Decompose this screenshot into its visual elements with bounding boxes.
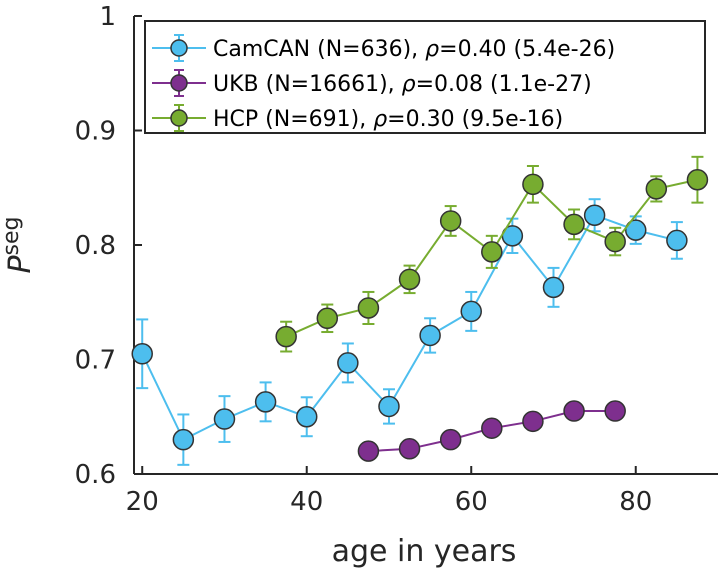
data-point — [357, 440, 380, 462]
legend-marker — [170, 39, 188, 57]
data-point — [337, 352, 359, 374]
legend-box — [144, 20, 706, 134]
legend-rho-symbol: ρ — [402, 72, 416, 97]
data-point — [481, 241, 503, 263]
y-axis-title: Pseg — [0, 216, 38, 273]
y-tick-label: 0.6 — [75, 460, 116, 490]
y-axis-title-main: P — [3, 255, 38, 274]
data-point — [522, 173, 544, 196]
legend-marker — [170, 74, 188, 92]
legend-series-name: CamCAN (N=636), — [213, 37, 425, 62]
data-point — [563, 213, 585, 236]
y-tick-label: 1 — [99, 2, 116, 32]
legend-stat: =0.40 (5.4e-26) — [439, 37, 615, 62]
series-2 — [275, 155, 709, 353]
data-point — [460, 300, 482, 323]
data-point — [439, 428, 462, 451]
legend-series-name: HCP (N=691), — [213, 107, 373, 132]
data-point — [686, 168, 709, 191]
series-0 — [131, 198, 688, 466]
legend-label: CamCAN (N=636), ρ=0.40 (5.4e-26) — [213, 37, 615, 62]
data-point — [378, 395, 400, 418]
data-point — [316, 307, 339, 330]
x-ticks: 20 40 60 80 — [126, 466, 652, 517]
x-tick-label: 20 — [126, 487, 159, 517]
data-point — [172, 428, 195, 451]
data-point — [604, 400, 626, 422]
data-point — [398, 438, 421, 460]
series-layer — [131, 155, 709, 466]
series-line — [141, 214, 678, 442]
data-point — [522, 410, 544, 433]
data-point — [357, 297, 380, 319]
series-1 — [357, 400, 626, 462]
data-point — [666, 229, 688, 252]
y-tick-label: 0.9 — [75, 117, 116, 147]
data-point — [645, 178, 668, 200]
data-point — [419, 324, 441, 347]
legend-stat: =0.30 (9.5e-16) — [387, 107, 563, 132]
data-point — [604, 230, 626, 253]
x-tick-label: 80 — [619, 487, 652, 517]
legend-entry-0: CamCAN (N=636), ρ=0.40 (5.4e-26) — [152, 34, 615, 62]
legend-label: HCP (N=691), ρ=0.30 (9.5e-16) — [213, 107, 563, 132]
legend: CamCAN (N=636), ρ=0.40 (5.4e-26)UKB (N=1… — [144, 20, 706, 134]
data-point — [542, 276, 565, 299]
legend-marker — [170, 109, 188, 127]
x-tick-label: 40 — [290, 487, 323, 517]
data-point — [275, 325, 297, 348]
legend-entry-2: HCP (N=691), ρ=0.30 (9.5e-16) — [152, 104, 563, 132]
data-point — [295, 406, 318, 428]
data-point — [624, 219, 647, 241]
legend-entries: CamCAN (N=636), ρ=0.40 (5.4e-26)UKB (N=1… — [152, 34, 615, 132]
data-point — [439, 210, 462, 232]
legend-stat: =0.08 (1.1e-27) — [416, 72, 592, 97]
data-point — [481, 417, 503, 439]
legend-rho-symbol: ρ — [373, 107, 387, 132]
legend-series-name: UKB (N=16661), — [213, 72, 402, 97]
y-ticks: 0.6 0.7 0.8 0.9 1 — [75, 2, 142, 490]
y-tick-label: 0.7 — [75, 346, 116, 376]
data-point — [131, 343, 153, 365]
legend-entry-1: UKB (N=16661), ρ=0.08 (1.1e-27) — [152, 69, 592, 97]
legend-label: UKB (N=16661), ρ=0.08 (1.1e-27) — [213, 72, 592, 97]
y-axis-title-subscript: seg — [0, 216, 24, 255]
legend-rho-symbol: ρ — [425, 37, 439, 62]
data-point — [563, 400, 585, 422]
x-tick-label: 60 — [455, 487, 488, 517]
y-tick-label: 0.8 — [75, 231, 116, 261]
x-axis-title: age in years — [332, 534, 517, 569]
data-point — [583, 204, 606, 226]
data-point — [398, 268, 421, 291]
data-point — [254, 391, 277, 413]
data-point — [213, 408, 236, 430]
